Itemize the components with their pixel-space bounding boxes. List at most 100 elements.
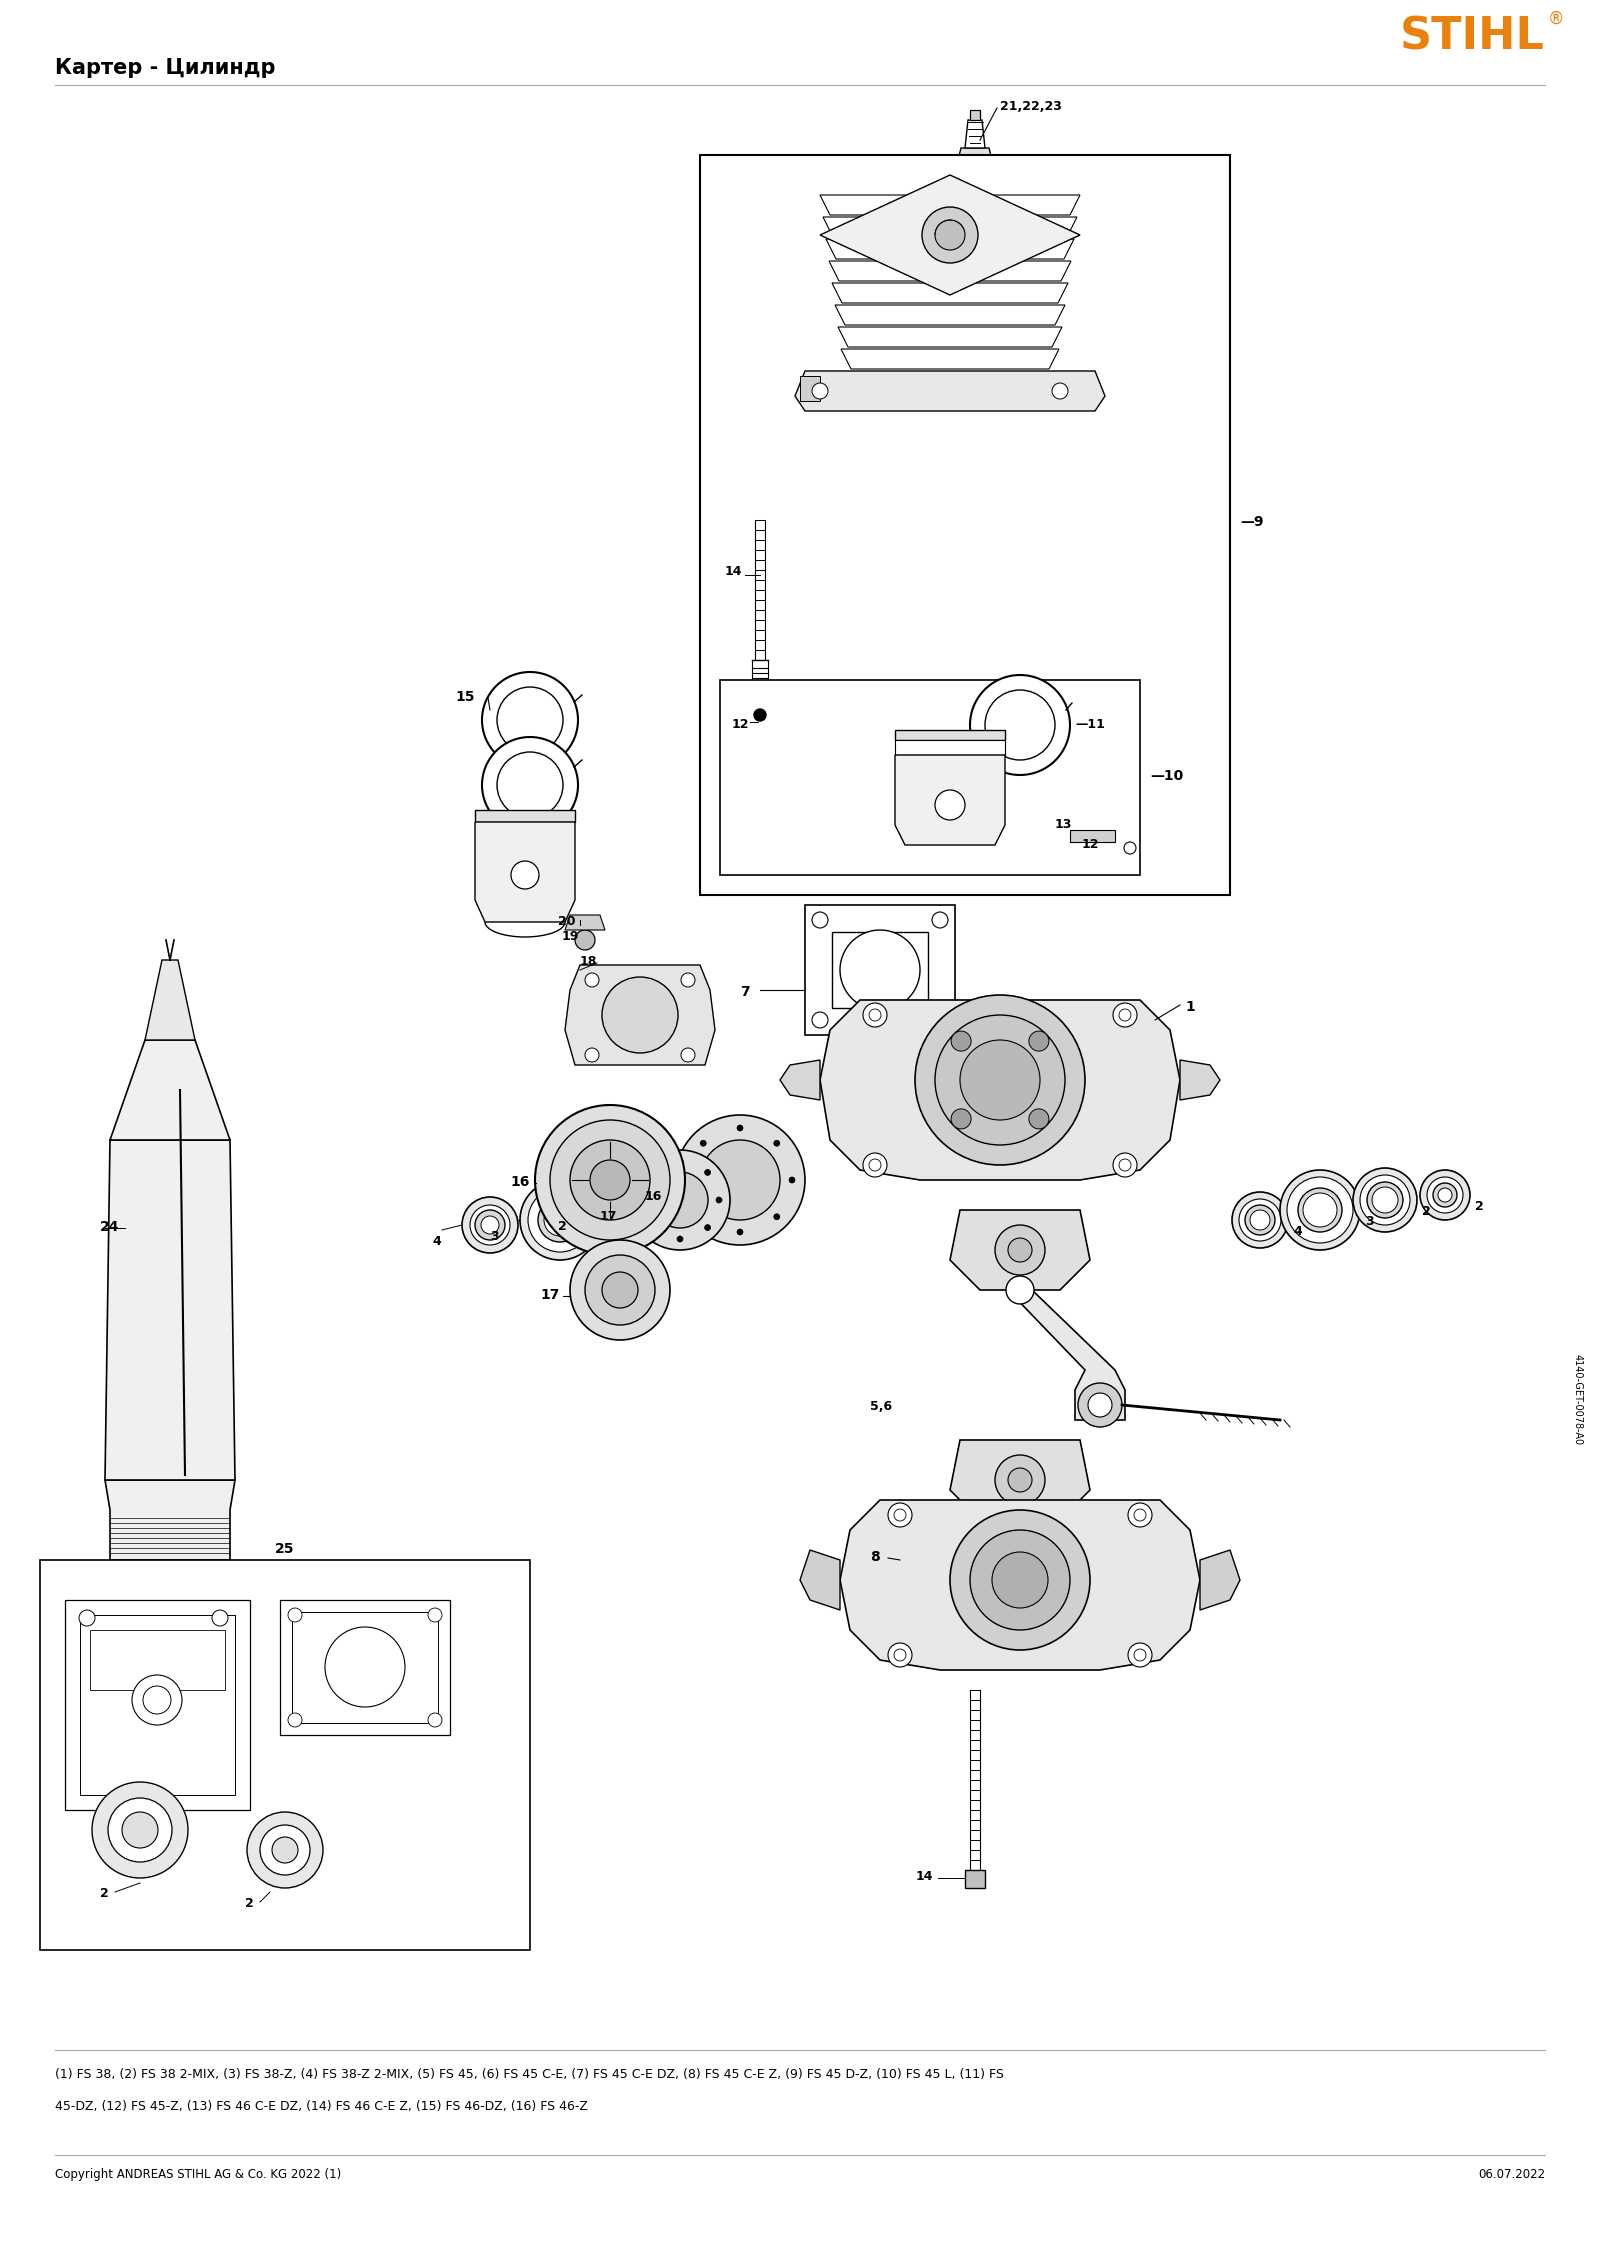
Circle shape [142,1686,171,1713]
Circle shape [1245,1204,1275,1236]
Circle shape [288,1713,302,1727]
Circle shape [754,708,766,722]
Text: Картер - Цилиндр: Картер - Цилиндр [54,59,275,77]
Circle shape [970,1530,1070,1629]
Circle shape [570,1141,650,1220]
Text: 17: 17 [600,1211,618,1222]
Circle shape [704,1170,710,1174]
Circle shape [995,1224,1045,1274]
Circle shape [675,1116,805,1245]
Polygon shape [842,349,1059,369]
Text: 7: 7 [739,984,750,998]
Circle shape [813,382,829,398]
Circle shape [1438,1188,1453,1202]
Circle shape [986,690,1054,760]
Circle shape [1134,1650,1146,1661]
Circle shape [950,1109,971,1129]
Circle shape [995,1455,1045,1505]
Circle shape [677,1159,683,1163]
Circle shape [259,1824,310,1876]
Text: —9: —9 [1240,516,1264,530]
Circle shape [630,1150,730,1249]
Circle shape [574,930,595,950]
Bar [1070,831,1115,842]
Circle shape [429,1713,442,1727]
Polygon shape [106,1480,235,1559]
Circle shape [93,1781,189,1878]
Text: 3: 3 [1365,1215,1374,1229]
Polygon shape [819,195,1080,215]
Circle shape [211,1609,229,1627]
Circle shape [682,1048,694,1061]
Text: 17: 17 [541,1288,560,1301]
Polygon shape [565,964,715,1066]
Circle shape [122,1813,158,1849]
Circle shape [1128,1643,1152,1668]
Circle shape [1123,842,1136,853]
Polygon shape [965,120,986,147]
Text: 3: 3 [490,1231,499,1242]
Circle shape [650,1224,656,1231]
Polygon shape [565,914,605,930]
Text: 2: 2 [1475,1199,1483,1213]
Circle shape [1029,1109,1050,1129]
Text: 45-DZ, (12) FS 45-Z, (13) FS 46 C-E DZ, (14) FS 46 C-E Z, (15) FS 46-DZ, (16) FS: 45-DZ, (12) FS 45-Z, (13) FS 46 C-E DZ, … [54,2100,587,2114]
Bar [40,1559,530,1951]
Text: 18: 18 [579,955,597,969]
Text: 14: 14 [915,1869,933,1883]
Polygon shape [840,1500,1200,1670]
Circle shape [813,912,829,928]
Circle shape [109,1799,173,1862]
Text: 4140-GET-0078-A0: 4140-GET-0078-A0 [1573,1356,1582,1446]
Circle shape [1427,1177,1462,1213]
Circle shape [960,1041,1040,1120]
Circle shape [1286,1177,1354,1242]
Circle shape [840,930,920,1009]
Polygon shape [958,147,992,172]
Text: ®: ® [1549,9,1565,27]
Circle shape [774,1213,779,1220]
Bar [701,154,1230,894]
Text: 12: 12 [1082,837,1099,851]
Circle shape [1250,1211,1270,1231]
Text: 12: 12 [733,717,749,731]
Polygon shape [835,306,1066,326]
Circle shape [1238,1199,1282,1240]
Circle shape [869,1159,882,1170]
Circle shape [862,1154,886,1177]
Polygon shape [146,960,195,1041]
Bar [90,1629,226,1690]
Bar [800,376,819,401]
Circle shape [1008,1238,1032,1263]
Circle shape [789,1177,795,1184]
Circle shape [589,1179,653,1242]
Polygon shape [822,217,1077,238]
Bar [720,679,1139,876]
Polygon shape [781,1059,819,1100]
Circle shape [528,1188,592,1251]
Polygon shape [106,1141,235,1480]
Polygon shape [795,371,1106,412]
Circle shape [970,674,1070,774]
Text: 25: 25 [275,1541,294,1557]
Circle shape [482,672,578,767]
Circle shape [498,688,563,754]
Polygon shape [1008,1290,1125,1419]
Text: 2: 2 [245,1896,254,1910]
Text: 16: 16 [645,1190,662,1204]
Circle shape [429,1609,442,1623]
Text: STIHL: STIHL [1400,16,1546,59]
Bar [965,1869,986,1887]
Circle shape [1078,1383,1122,1428]
Circle shape [934,220,965,249]
Text: 20: 20 [558,914,576,928]
Polygon shape [894,756,1005,844]
Circle shape [1434,1184,1458,1206]
Text: 21,22,23: 21,22,23 [1000,100,1062,113]
Polygon shape [832,283,1069,303]
Bar [475,810,574,821]
Circle shape [677,1236,683,1242]
Circle shape [915,996,1085,1165]
Circle shape [888,1643,912,1668]
Bar [894,731,1005,740]
